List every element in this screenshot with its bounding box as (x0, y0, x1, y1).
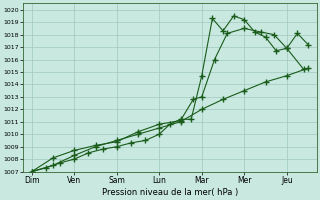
X-axis label: Pression niveau de la mer( hPa ): Pression niveau de la mer( hPa ) (102, 188, 238, 197)
